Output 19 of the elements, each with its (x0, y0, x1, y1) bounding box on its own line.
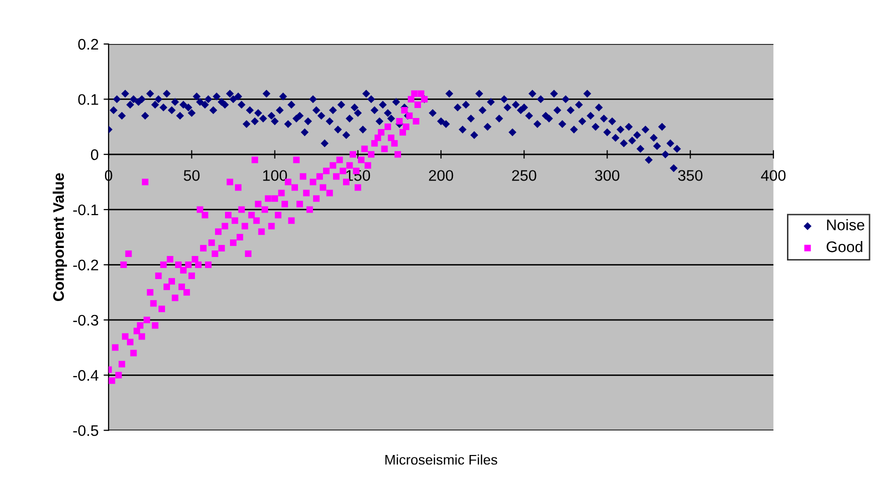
y-tick-label: -0.4 (73, 370, 98, 381)
legend-label: Noise (827, 219, 864, 230)
y-tick-label: 0.2 (78, 38, 98, 50)
y-axis-title: Component Value (52, 173, 67, 302)
x-tick-label: 250 (512, 170, 536, 181)
y-tick-label: -0.2 (73, 260, 98, 270)
x-tick-label: 350 (678, 170, 702, 181)
y-tick-label: -0.1 (73, 204, 98, 216)
y-tick-label: -0.3 (73, 314, 98, 326)
y-tick-label: 0.1 (78, 94, 98, 105)
x-tick-label: 100 (263, 170, 287, 181)
x-tick-label: 400 (761, 170, 786, 181)
legend-label: Good (826, 240, 862, 252)
x-tick-label: 300 (595, 170, 620, 181)
x-axis-title: Microseismic Files (385, 454, 498, 465)
y-tick-label: 0 (90, 149, 98, 160)
y-tick-label: -0.5 (73, 425, 98, 436)
x-tick-label: 50 (184, 170, 200, 181)
x-tick-label: 200 (429, 170, 454, 181)
